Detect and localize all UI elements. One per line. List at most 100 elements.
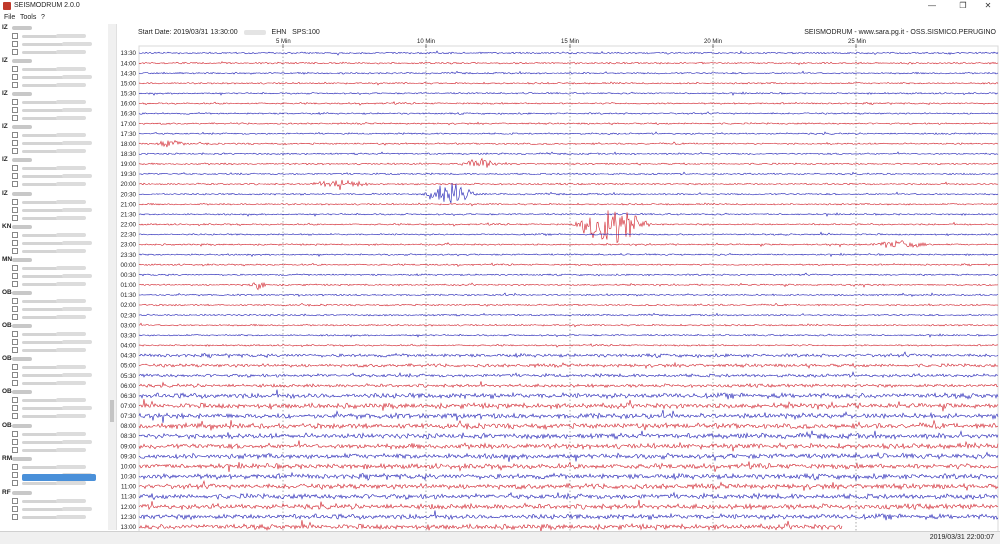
channel-row[interactable]	[12, 99, 100, 106]
station-group[interactable]: OB	[0, 355, 106, 388]
channel-row[interactable]	[12, 273, 100, 280]
channel-row[interactable]	[12, 140, 100, 147]
station-group[interactable]: IZ	[0, 90, 106, 123]
channel-row[interactable]	[12, 148, 100, 155]
channel-checkbox[interactable]	[12, 380, 18, 386]
channel-row[interactable]	[12, 506, 100, 513]
channel-checkbox[interactable]	[12, 41, 18, 47]
channel-row[interactable]	[12, 413, 100, 420]
channel-checkbox[interactable]	[12, 74, 18, 80]
station-group[interactable]: IZ	[0, 190, 106, 223]
station-group[interactable]: IZ	[0, 156, 106, 189]
channel-row[interactable]	[12, 82, 100, 89]
channel-checkbox[interactable]	[12, 273, 18, 279]
channel-row[interactable]	[12, 74, 100, 81]
channel-row[interactable]	[12, 405, 100, 412]
channel-checkbox[interactable]	[12, 140, 18, 146]
channel-checkbox[interactable]	[12, 265, 18, 271]
channel-row[interactable]	[12, 514, 100, 521]
channel-checkbox[interactable]	[12, 314, 18, 320]
channel-row[interactable]	[12, 107, 100, 114]
channel-checkbox[interactable]	[12, 347, 18, 353]
channel-checkbox[interactable]	[12, 99, 18, 105]
channel-checkbox[interactable]	[12, 514, 18, 520]
channel-checkbox[interactable]	[12, 232, 18, 238]
station-group[interactable]: IZ	[0, 57, 106, 90]
channel-checkbox[interactable]	[12, 281, 18, 287]
channel-checkbox[interactable]	[12, 199, 18, 205]
channel-row[interactable]	[12, 49, 100, 56]
channel-row[interactable]	[12, 339, 100, 346]
station-group[interactable]: OB	[0, 422, 106, 455]
station-group[interactable]: OB	[0, 322, 106, 355]
channel-checkbox[interactable]	[12, 148, 18, 154]
channel-checkbox[interactable]	[12, 498, 18, 504]
channel-checkbox[interactable]	[12, 66, 18, 72]
channel-checkbox[interactable]	[12, 207, 18, 213]
channel-checkbox[interactable]	[12, 480, 18, 486]
channel-checkbox[interactable]	[12, 339, 18, 345]
channel-row[interactable]	[12, 447, 100, 454]
channel-checkbox[interactable]	[12, 165, 18, 171]
channel-row[interactable]	[12, 314, 100, 321]
channel-row[interactable]	[12, 232, 100, 239]
channel-row[interactable]	[12, 439, 100, 446]
channel-row[interactable]	[12, 397, 100, 404]
channel-row[interactable]	[12, 431, 100, 438]
channel-row[interactable]	[12, 480, 100, 487]
channel-row[interactable]	[12, 298, 100, 305]
channel-checkbox[interactable]	[12, 439, 18, 445]
station-group[interactable]: IZ	[0, 24, 106, 57]
channel-checkbox[interactable]	[12, 215, 18, 221]
station-group[interactable]: MN	[0, 256, 106, 289]
channel-checkbox[interactable]	[12, 464, 18, 470]
channel-row[interactable]	[12, 215, 100, 222]
channel-row[interactable]	[12, 464, 100, 471]
channel-checkbox[interactable]	[12, 397, 18, 403]
channel-checkbox[interactable]	[12, 107, 18, 113]
channel-checkbox[interactable]	[12, 372, 18, 378]
channel-row[interactable]	[12, 207, 100, 214]
channel-checkbox[interactable]	[12, 405, 18, 411]
channel-checkbox[interactable]	[12, 413, 18, 419]
channel-row[interactable]	[12, 331, 100, 338]
channel-checkbox[interactable]	[12, 181, 18, 187]
channel-checkbox[interactable]	[12, 506, 18, 512]
maximize-button[interactable]: ❐	[959, 1, 967, 10]
menu-tools[interactable]: Tools	[20, 14, 37, 21]
channel-row[interactable]	[12, 132, 100, 139]
channel-row[interactable]	[12, 372, 100, 379]
channel-row[interactable]	[12, 66, 100, 73]
channel-checkbox[interactable]	[12, 431, 18, 437]
channel-checkbox[interactable]	[12, 49, 18, 55]
channel-checkbox[interactable]	[12, 248, 18, 254]
station-group[interactable]: OB	[0, 388, 106, 421]
channel-row[interactable]	[12, 306, 100, 313]
channel-row[interactable]	[12, 199, 100, 206]
channel-row[interactable]	[12, 165, 100, 172]
station-group[interactable]: IZ	[0, 123, 106, 156]
menu-file[interactable]: File	[4, 14, 16, 21]
channel-row[interactable]	[12, 173, 100, 180]
channel-checkbox[interactable]	[12, 240, 18, 246]
channel-checkbox[interactable]	[12, 447, 18, 453]
close-button[interactable]: ✕	[984, 1, 992, 10]
channel-row[interactable]	[12, 380, 100, 387]
channel-row[interactable]	[12, 240, 100, 247]
channel-checkbox[interactable]	[12, 331, 18, 337]
channel-row[interactable]	[12, 498, 100, 505]
channel-checkbox[interactable]	[12, 115, 18, 121]
channel-row[interactable]	[12, 364, 100, 371]
channel-row[interactable]	[12, 248, 100, 255]
channel-checkbox[interactable]	[12, 306, 18, 312]
channel-row[interactable]	[12, 347, 100, 354]
channel-checkbox[interactable]	[12, 33, 18, 39]
channel-checkbox[interactable]	[12, 298, 18, 304]
channel-row[interactable]	[12, 41, 100, 48]
channel-row[interactable]	[12, 265, 100, 272]
channel-checkbox[interactable]	[12, 472, 18, 478]
channel-row[interactable]	[12, 33, 100, 40]
sidebar-scroll-thumb[interactable]	[110, 400, 114, 422]
channel-row[interactable]	[12, 181, 100, 188]
channel-row[interactable]	[12, 115, 100, 122]
